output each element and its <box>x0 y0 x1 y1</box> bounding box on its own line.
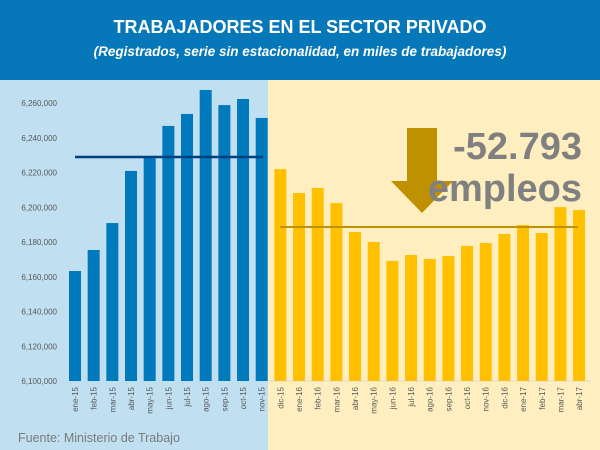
x-tick-label: abr-17 <box>575 386 584 410</box>
bar-may-15 <box>143 157 156 381</box>
y-tick-label: 6,140,000 <box>21 308 57 317</box>
x-tick-label: ene-16 <box>295 386 304 411</box>
bar-abr-16 <box>349 231 362 381</box>
bar-abr-15 <box>125 170 138 381</box>
x-tick-label: abr-15 <box>127 386 136 410</box>
bar-may-16 <box>367 242 380 381</box>
y-tick-label: 6,100,000 <box>21 377 57 386</box>
x-tick-label: mar-17 <box>556 386 565 412</box>
bar-ene-16 <box>293 193 306 381</box>
bar-jul-15 <box>181 113 194 381</box>
bar-feb-15 <box>87 249 100 381</box>
bar-sep-15 <box>218 105 231 382</box>
bar-mar-15 <box>106 223 119 381</box>
bar-ago-15 <box>199 89 212 381</box>
x-tick-label: feb-17 <box>538 386 547 409</box>
x-tick-label: jul-15 <box>183 386 192 407</box>
bar-feb-17 <box>535 232 548 381</box>
x-tick-label: may-15 <box>146 386 155 413</box>
x-tick-label: feb-15 <box>90 386 99 409</box>
x-tick-label: nov-15 <box>258 386 267 411</box>
bar-jun-15 <box>162 125 175 381</box>
x-tick-label: sep-16 <box>444 386 453 411</box>
bar-nov-16 <box>479 243 492 381</box>
y-tick-label: 6,160,000 <box>21 273 57 282</box>
bar-ene-15 <box>69 271 81 381</box>
annotation-unit: empleos <box>427 168 582 210</box>
source-note: Fuente: Ministerio de Trabajo <box>18 431 180 445</box>
chart-subtitle: (Registrados, serie sin estacionalidad, … <box>93 44 507 59</box>
x-tick-label: ago-16 <box>426 386 435 411</box>
bar-chart: 6,100,000 6,120,000 6,140,000 6,160,000 6,18… <box>0 80 600 450</box>
x-tick-label: mar-16 <box>332 386 341 412</box>
x-tick-label: oct-15 <box>239 386 248 409</box>
x-tick-label: jun-15 <box>164 386 173 410</box>
x-tick-label: ago-15 <box>202 386 211 411</box>
y-tick-label: 6,240,000 <box>21 134 57 143</box>
bar-mar-17 <box>554 207 567 381</box>
x-tick-label: dic-16 <box>500 386 509 408</box>
chart-title: TRABAJADORES EN EL SECTOR PRIVADO <box>113 17 487 37</box>
y-tick-label: 6,200,000 <box>21 203 57 212</box>
bar-feb-16 <box>311 187 324 381</box>
bar-nov-15 <box>255 117 268 381</box>
header: TRABAJADORES EN EL SECTOR PRIVADO (Regis… <box>0 0 600 80</box>
x-tick-label: nov-16 <box>482 386 491 411</box>
x-tick-label: mar-15 <box>108 386 117 412</box>
bar-sep-16 <box>442 256 455 381</box>
x-tick-label: sep-15 <box>220 386 229 411</box>
bar-ago-16 <box>423 259 436 381</box>
bar-abr-17 <box>573 210 586 381</box>
x-tick-label: abr-16 <box>351 386 360 410</box>
x-tick-label: may-16 <box>370 386 379 413</box>
x-tick-label: jul-16 <box>407 386 416 407</box>
bar-ene-17 <box>517 224 530 381</box>
y-tick-label: 6,260,000 <box>21 99 57 108</box>
bar-dic-15 <box>274 169 287 381</box>
bar-oct-15 <box>237 99 250 381</box>
y-tick-label: 6,120,000 <box>21 342 57 351</box>
annotation-value: -52.793 <box>453 126 582 168</box>
x-tick-label: ene-15 <box>71 386 80 411</box>
x-tick-label: feb-16 <box>314 386 323 409</box>
bar-mar-16 <box>330 203 343 381</box>
x-tick-label: dic-15 <box>276 386 285 408</box>
bar-jun-16 <box>386 260 399 381</box>
x-tick-label: ene-17 <box>519 386 528 411</box>
y-tick-label: 6,180,000 <box>21 238 57 247</box>
x-tick-label: oct-16 <box>463 386 472 409</box>
bar-jul-16 <box>405 255 418 381</box>
bar-oct-16 <box>461 245 474 381</box>
bar-dic-16 <box>498 234 511 381</box>
down-arrow-icon <box>391 128 453 213</box>
y-tick-label: 6,220,000 <box>21 169 57 178</box>
x-tick-label: jun-16 <box>388 386 397 410</box>
